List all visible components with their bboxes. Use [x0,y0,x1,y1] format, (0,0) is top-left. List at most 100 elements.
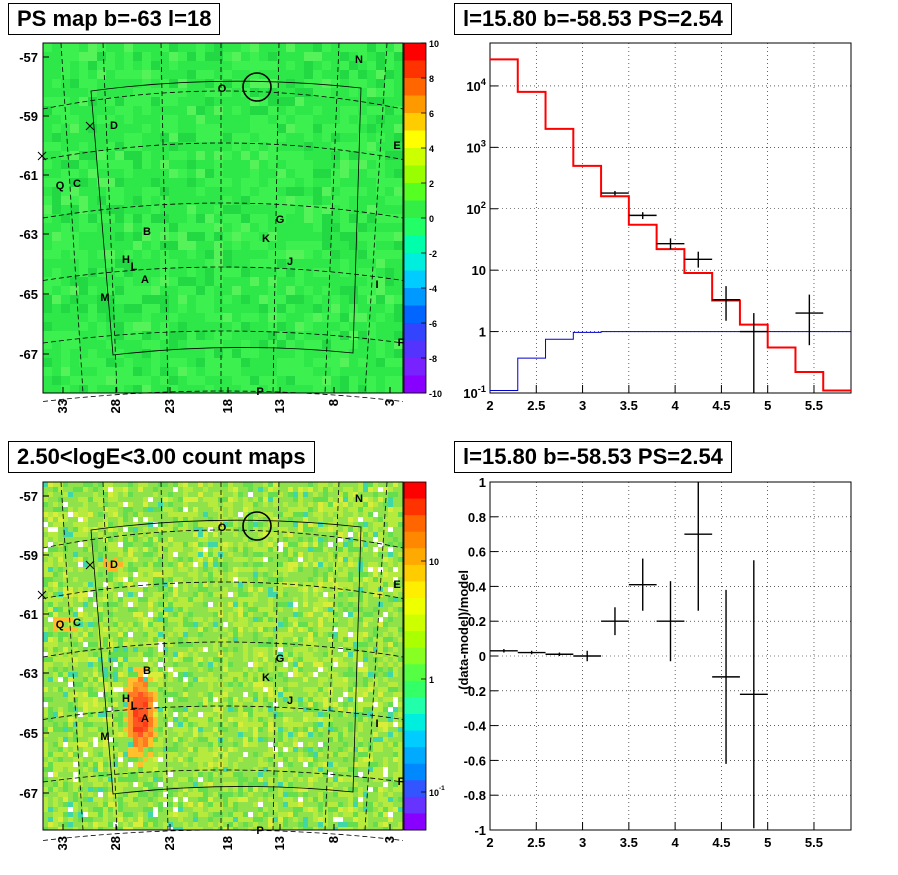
count-cross-mark [37,590,47,600]
residual-data-point [490,649,518,653]
ps-map-title: PS map b=-63 l=18 [8,3,221,35]
ps-source-d: D [110,120,118,132]
count-colorbar-segment [404,614,426,632]
ps-colorbar-segment [404,183,426,201]
residual-y-tick-label: -1 [474,823,486,838]
spectrum-x-tick-label: 2.5 [527,398,545,413]
count-colorbar-segment [404,796,426,814]
count-colorbar-segment [404,581,426,599]
ps-source-f: F [398,337,405,349]
count-colorbar-segment [404,714,426,732]
ps-y-tick-label: -59 [19,109,38,124]
count-source-a: A [141,713,149,725]
count-source-n: N [355,493,363,505]
count-colorbar-segment [404,647,426,665]
ps-cross-mark [85,121,95,131]
ps-y-tick-label: -63 [19,227,38,242]
spectrum-data-point [739,313,768,393]
count-source-d: D [110,559,118,571]
residual-x-tick-label: 3 [579,835,586,850]
ps-colorbar-segment [404,305,426,324]
count-x-tick-label: 18 [220,836,235,850]
spectrum-y-tick-label: 10 [472,263,486,278]
ps-colorbar-segment [404,60,426,79]
spectrum-x-tick-label: 2 [486,398,493,413]
residual-y-tick-label: 0.8 [468,510,486,525]
count-colorbar-segment [404,780,426,798]
count-x-tick-label: 33 [55,836,70,850]
spectrum-title: l=15.80 b=-58.53 PS=2.54 [454,3,732,35]
count-colorbar-segment [404,531,426,549]
spectrum-x-tick-label: 3.5 [620,398,638,413]
ps-source-p: P [256,386,263,398]
count-y-tick-label: -57 [19,489,38,504]
count-map-title: 2.50<logE<3.00 count maps [8,441,315,473]
ps-y-tick-label: -61 [19,168,38,183]
ps-colorbar-segment [404,253,426,271]
count-source-l: L [131,700,138,712]
ps-map-texture [43,43,403,393]
count-y-tick-label: -67 [19,786,38,801]
spectrum-data-point [656,238,685,250]
count-colorbar-segment [404,680,426,698]
residual-x-tick-label: 4.5 [712,835,730,850]
count-source-m: M [100,731,109,743]
residual-y-tick-label: 1 [479,475,486,490]
spectrum-data-point [628,212,657,220]
ps-colorbar-segment [404,95,426,114]
residual-x-tick-label: 3.5 [620,835,638,850]
residual-data-point [656,581,685,662]
ps-colorbar-tick-label: -2 [429,249,437,259]
ps-source-i: I [375,279,378,291]
count-source-q: Q [56,619,65,631]
residual-y-tick-label: 0 [479,649,486,664]
ps-colorbar-tick-label: 8 [429,74,434,84]
count-source-b: B [143,665,151,677]
spectrum-background-model-line [490,331,851,391]
ps-source-a: A [141,274,149,286]
ps-colorbar-segment [404,340,426,359]
count-source-o: O [218,522,227,534]
ps-x-tick-label: 18 [220,399,235,413]
residual-y-tick-label: 0.6 [468,545,486,560]
ps-source-n: N [355,54,363,66]
ps-source-l: L [131,261,138,273]
residual-x-tick-label: 5.5 [805,835,823,850]
count-y-tick-label: -61 [19,607,38,622]
residual-x-tick-label: 5 [764,835,771,850]
count-x-tick-label: 13 [272,836,287,850]
ps-y-tick-label: -65 [19,287,38,302]
ps-colorbar-tick-label: -4 [429,284,437,294]
spectrum-x-tick-label: 4 [672,398,680,413]
residual-y-tick-label: -0.4 [464,719,487,734]
count-source-g: G [276,653,285,665]
count-map-frame [42,481,404,831]
residual-data-point [517,650,546,655]
ps-colorbar-tick-label: 10 [429,39,439,49]
count-source-h: H [122,693,130,705]
count-colorbar-tick-label: 1 [429,675,434,685]
ps-source-q: Q [56,180,65,192]
count-source-f: F [398,776,405,788]
ps-colorbar-segment [404,323,426,341]
spectrum-y-tick-label: 10-1 [463,384,486,401]
ps-colorbar-segment [404,218,426,236]
ps-source-k: K [262,233,270,245]
count-x-tick-label: 8 [326,836,341,843]
spectrum-y-tick-label: 1 [479,325,486,340]
residual-data-point [628,558,657,611]
count-y-tick-label: -59 [19,548,38,563]
spectrum-data-point [712,286,740,321]
spectrum-y-tick-label: 104 [466,77,486,94]
residual-y-tick-label: -0.8 [464,788,486,803]
ps-colorbar-tick-label: -10 [429,389,442,399]
count-footprint-outline [90,519,362,795]
count-source-k: K [262,672,270,684]
residual-plot: 2 2.5 3 3.5 4 4.5 5 5.5 1 0.8 0.6 0.4 0.2 0 -0.2 -0.4 -0… [456,475,852,850]
ps-colorbar-tick-label: -8 [429,354,437,364]
ps-x-tick-label: 8 [326,399,341,406]
ps-colorbar-segment [404,43,426,61]
count-colorbar-segment [404,482,426,500]
count-map: N O D E Q C G B K HL J A I M F P 33 28 23 18 13 8 3 -57 -59 -61 -6… [19,481,405,850]
count-colorbar-segment [404,598,426,616]
